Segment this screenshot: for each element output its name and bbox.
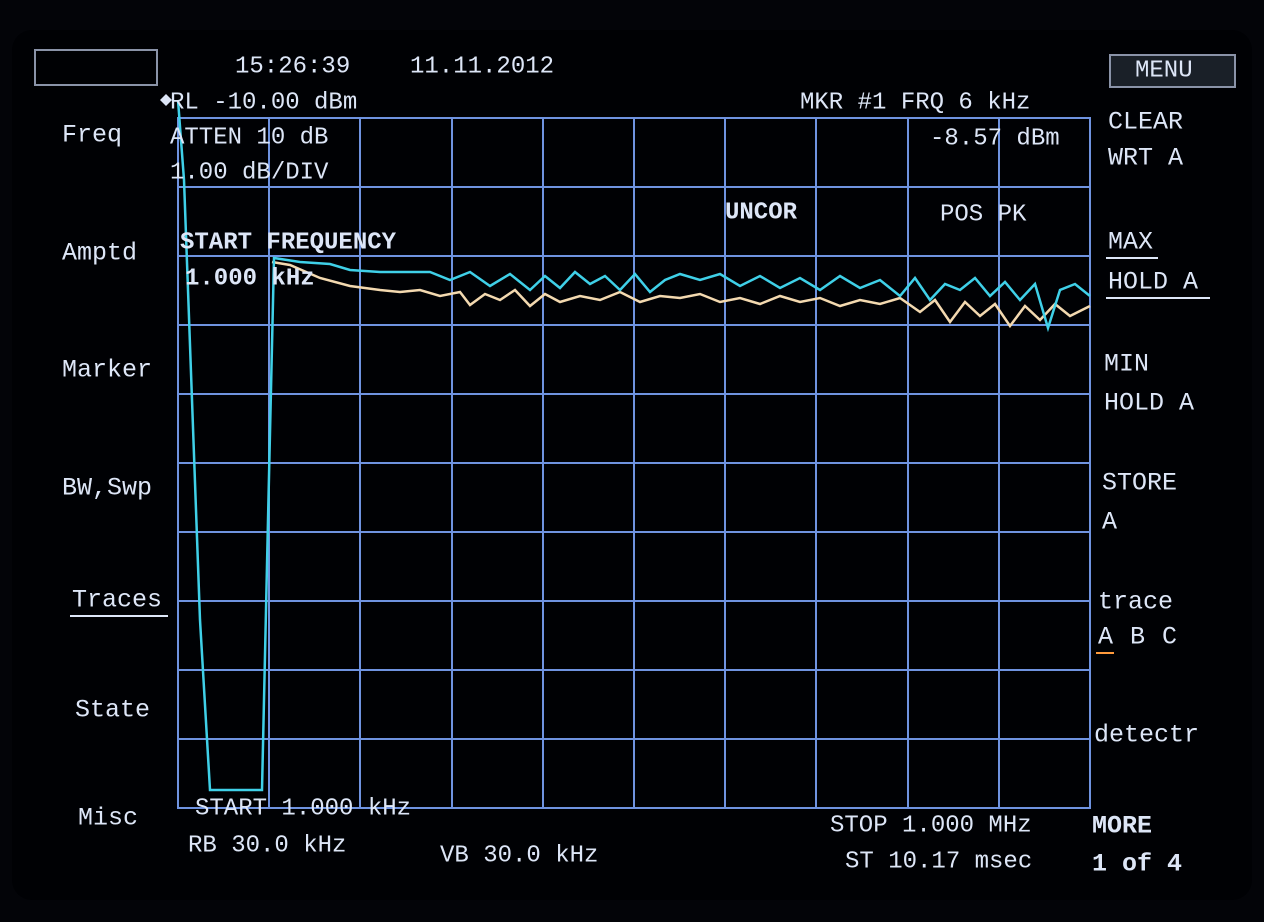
video-bandwidth: VB 30.0 kHz <box>440 842 598 869</box>
active-function: START FREQUENCY <box>180 229 397 256</box>
trace-letter[interactable]: A <box>1098 623 1113 652</box>
softkey-label[interactable]: MORE <box>1092 812 1152 841</box>
resolution-bandwidth: RB 30.0 kHz <box>188 832 346 859</box>
softkey-label[interactable]: STORE <box>1102 469 1177 498</box>
reference-level: RL -10.00 dBm <box>170 89 357 116</box>
softkey-label[interactable]: CLEAR <box>1108 108 1183 137</box>
sweep-time: ST 10.17 msec <box>845 848 1032 875</box>
trace-letter[interactable]: B <box>1130 623 1145 652</box>
softkey-label[interactable]: HOLD A <box>1104 389 1194 418</box>
detector-mode: POS PK <box>940 201 1027 228</box>
softkey-label[interactable]: A <box>1102 508 1117 537</box>
menu-key[interactable]: Misc <box>78 804 138 833</box>
analyzer-screen: 15:26:39 11.11.2012 RL -10.00 dBm ATTEN … <box>0 0 1264 922</box>
trace-letter[interactable]: C <box>1162 623 1177 652</box>
start-frequency: START 1.000 kHz <box>195 795 411 822</box>
softkey-label[interactable]: trace <box>1098 588 1173 617</box>
softkey-label[interactable]: WRT A <box>1108 144 1183 173</box>
marker-readout: MKR #1 FRQ 6 kHz <box>800 89 1030 116</box>
softkey-label[interactable]: 1 of 4 <box>1092 850 1182 879</box>
softkey-label[interactable]: detectr <box>1094 721 1199 750</box>
softkey-label[interactable]: MIN <box>1104 350 1149 379</box>
scale: 1.00 dB/DIV <box>170 159 329 186</box>
uncor-flag: UNCOR <box>725 199 798 226</box>
menu-title: MENU <box>1135 57 1193 84</box>
menu-key[interactable]: Traces <box>72 586 162 615</box>
menu-key[interactable]: BW,Swp <box>62 474 152 503</box>
menu-key[interactable]: State <box>75 696 150 725</box>
menu-key[interactable]: Amptd <box>62 239 137 268</box>
menu-key[interactable]: Freq <box>62 121 122 150</box>
menu-key[interactable]: Marker <box>62 356 152 385</box>
marker-level: -8.57 dBm <box>930 125 1060 152</box>
date: 11.11.2012 <box>410 53 554 80</box>
softkey-label[interactable]: HOLD A <box>1108 268 1198 297</box>
attenuation: ATTEN 10 dB <box>170 124 328 151</box>
stop-frequency: STOP 1.000 MHz <box>830 812 1032 839</box>
softkey-label[interactable]: MAX <box>1108 228 1153 257</box>
clock: 15:26:39 <box>235 53 350 80</box>
active-value: 1.000 kHz <box>185 265 315 292</box>
